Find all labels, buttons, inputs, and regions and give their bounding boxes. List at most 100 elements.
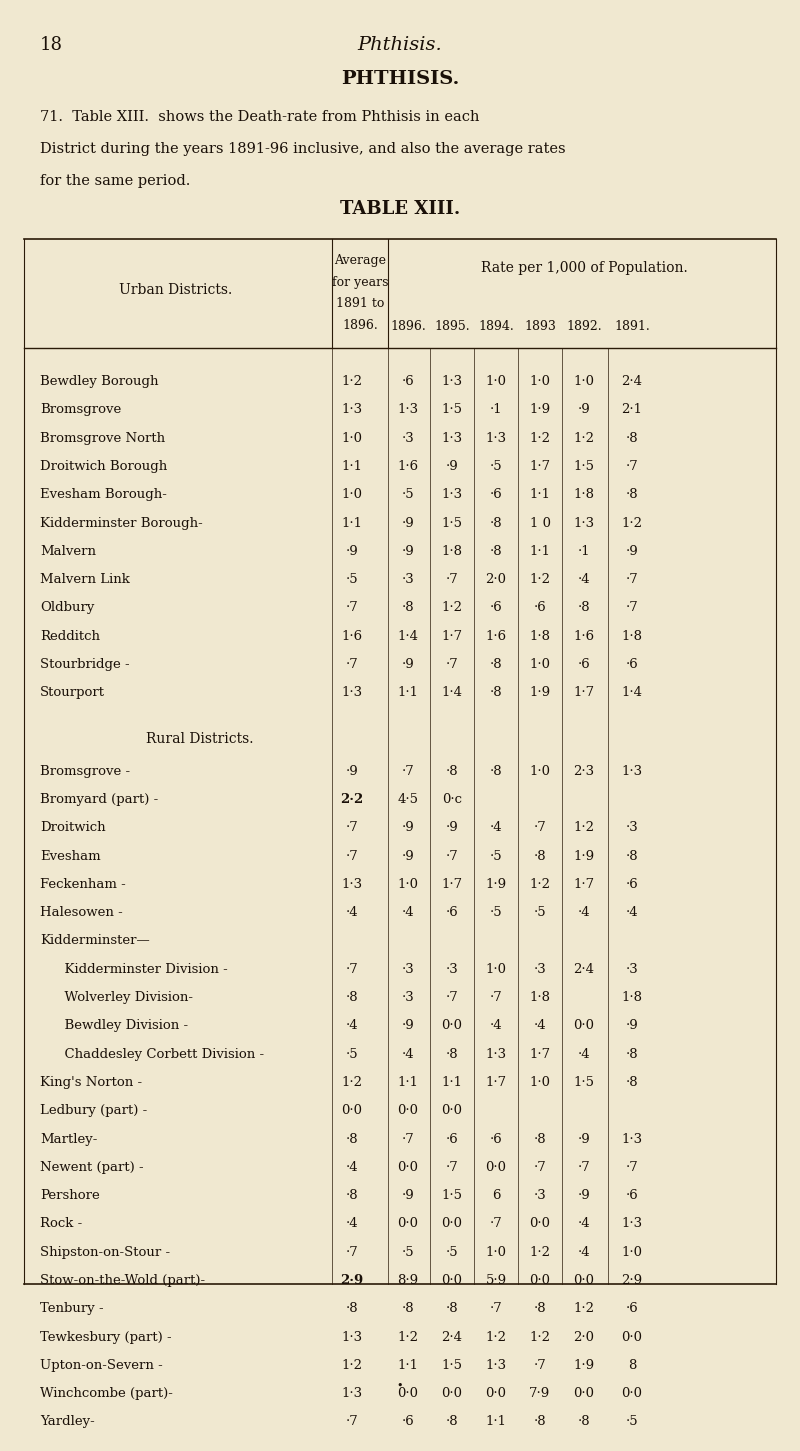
Text: Rural Districts.: Rural Districts. <box>146 731 254 746</box>
Text: ·5: ·5 <box>346 573 358 586</box>
Text: 1·3: 1·3 <box>442 376 462 387</box>
Text: ·9: ·9 <box>402 850 414 862</box>
Text: ·3: ·3 <box>626 821 638 834</box>
Text: 2·0: 2·0 <box>486 573 506 586</box>
Text: 1·3: 1·3 <box>622 765 642 778</box>
Text: ·7: ·7 <box>346 659 358 670</box>
Text: 1·3: 1·3 <box>622 1133 642 1145</box>
Text: Pershore: Pershore <box>40 1190 100 1201</box>
Text: ·7: ·7 <box>626 602 638 614</box>
Text: ·8: ·8 <box>402 602 414 614</box>
Text: 1895.: 1895. <box>434 321 470 332</box>
Text: ·8: ·8 <box>346 991 358 1004</box>
Text: 0·0: 0·0 <box>442 1104 462 1117</box>
Text: Bromsgrove: Bromsgrove <box>40 403 122 416</box>
Text: Feckenham -: Feckenham - <box>40 878 126 891</box>
Text: 1·3: 1·3 <box>442 432 462 444</box>
Text: King's Norton -: King's Norton - <box>40 1077 142 1088</box>
Text: 1·8: 1·8 <box>622 991 642 1004</box>
Text: Bromsgrove -: Bromsgrove - <box>40 765 130 778</box>
Text: ·8: ·8 <box>534 850 546 862</box>
Text: 1894.: 1894. <box>478 321 514 332</box>
Text: 0·0: 0·0 <box>574 1274 594 1287</box>
Text: 0·0: 0·0 <box>442 1274 462 1287</box>
Text: 1·2: 1·2 <box>530 1331 550 1344</box>
Text: ·4: ·4 <box>346 907 358 918</box>
Text: ·8: ·8 <box>490 765 502 778</box>
Text: ·8: ·8 <box>534 1303 546 1315</box>
Text: 1·2: 1·2 <box>622 517 642 530</box>
Text: ·6: ·6 <box>446 907 458 918</box>
Text: 2·2: 2·2 <box>340 794 364 805</box>
Text: ·9: ·9 <box>402 517 414 530</box>
Text: ·7: ·7 <box>346 1416 358 1428</box>
Text: 1·2: 1·2 <box>342 1077 362 1088</box>
Text: ·9: ·9 <box>402 546 414 557</box>
Text: ·3: ·3 <box>626 963 638 975</box>
Text: 0·0: 0·0 <box>622 1387 642 1400</box>
Text: 1·7: 1·7 <box>530 1048 550 1061</box>
Text: ·8: ·8 <box>534 1416 546 1428</box>
Text: 0·0: 0·0 <box>342 1104 362 1117</box>
Text: 1·3: 1·3 <box>486 1048 506 1061</box>
Text: ·8: ·8 <box>446 1416 458 1428</box>
Text: 2·0: 2·0 <box>574 1331 594 1344</box>
Text: Newent (part) -: Newent (part) - <box>40 1161 144 1174</box>
Text: 1·0: 1·0 <box>530 1077 550 1088</box>
Text: Martley-: Martley- <box>40 1133 98 1145</box>
Text: Tewkesbury (part) -: Tewkesbury (part) - <box>40 1331 172 1344</box>
Text: 1·2: 1·2 <box>574 1303 594 1315</box>
Text: 1·7: 1·7 <box>574 686 594 699</box>
Text: Wolverley Division-: Wolverley Division- <box>56 991 193 1004</box>
Text: 1891.: 1891. <box>614 321 650 332</box>
Text: 1·3: 1·3 <box>442 489 462 501</box>
Text: 1·8: 1·8 <box>530 991 550 1004</box>
Text: 1·3: 1·3 <box>342 1331 362 1344</box>
Text: ·1: ·1 <box>490 403 502 416</box>
Text: Winchcombe (part)-: Winchcombe (part)- <box>40 1387 173 1400</box>
Text: ·6: ·6 <box>490 489 502 501</box>
Text: ·7: ·7 <box>346 1246 358 1258</box>
Text: 1·3: 1·3 <box>398 403 418 416</box>
Text: 2·4: 2·4 <box>574 963 594 975</box>
Text: 1·7: 1·7 <box>530 460 550 473</box>
Text: ·9: ·9 <box>402 1020 414 1032</box>
Text: ·3: ·3 <box>534 1190 546 1201</box>
Text: ·4: ·4 <box>534 1020 546 1032</box>
Text: 1·4: 1·4 <box>622 686 642 699</box>
Text: Malvern Link: Malvern Link <box>40 573 130 586</box>
Text: 4·5: 4·5 <box>398 794 418 805</box>
Text: ·4: ·4 <box>578 907 590 918</box>
Text: ·7: ·7 <box>534 821 546 834</box>
Text: ·7: ·7 <box>402 765 414 778</box>
Text: 0·0: 0·0 <box>442 1217 462 1230</box>
Text: ·8: ·8 <box>626 850 638 862</box>
Text: Kidderminster Borough-: Kidderminster Borough- <box>40 517 202 530</box>
Text: Phthisis.: Phthisis. <box>358 36 442 54</box>
Text: ·5: ·5 <box>626 1416 638 1428</box>
Text: ·4: ·4 <box>402 1048 414 1061</box>
Text: Tenbury -: Tenbury - <box>40 1303 104 1315</box>
Text: ·9: ·9 <box>626 1020 638 1032</box>
Text: 1·9: 1·9 <box>530 686 550 699</box>
Text: 1·8: 1·8 <box>530 630 550 643</box>
Text: ·7: ·7 <box>446 1161 458 1174</box>
Text: 1·5: 1·5 <box>574 460 594 473</box>
Text: ·4: ·4 <box>490 1020 502 1032</box>
Text: ·5: ·5 <box>490 460 502 473</box>
Text: ·7: ·7 <box>402 1133 414 1145</box>
Text: Kidderminster Division -: Kidderminster Division - <box>56 963 228 975</box>
Text: ·3: ·3 <box>402 963 414 975</box>
Text: District during the years 1891-96 inclusive, and also the average rates: District during the years 1891-96 inclus… <box>40 142 566 157</box>
Text: 0·c: 0·c <box>442 794 462 805</box>
Text: 1·5: 1·5 <box>442 403 462 416</box>
Text: Average: Average <box>334 254 386 267</box>
Text: ·3: ·3 <box>402 432 414 444</box>
Text: 0·0: 0·0 <box>442 1020 462 1032</box>
Text: Bromsgrove North: Bromsgrove North <box>40 432 165 444</box>
Text: Droitwich: Droitwich <box>40 821 106 834</box>
Text: 1·1: 1·1 <box>398 686 418 699</box>
Text: 1896.: 1896. <box>342 319 378 332</box>
Text: ·4: ·4 <box>346 1161 358 1174</box>
Text: ·6: ·6 <box>490 1133 502 1145</box>
